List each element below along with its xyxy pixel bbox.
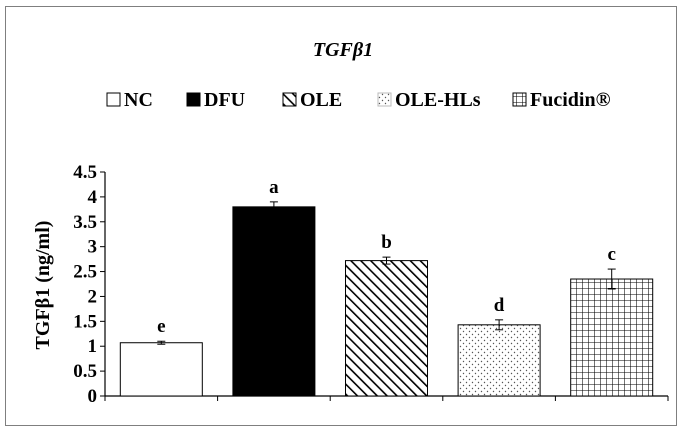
significance-label: a: [269, 177, 279, 198]
legend-swatch: [282, 92, 297, 107]
chart-frame: [5, 6, 677, 426]
significance-label: c: [607, 244, 615, 265]
y-axis-label: TGFβ1 (ng/ml): [32, 221, 54, 350]
y-tick-label: 1.5: [73, 311, 97, 332]
chart-title: TGFβ1: [313, 39, 373, 61]
significance-label: b: [381, 232, 392, 253]
y-tick-label: 0: [88, 386, 98, 407]
legend-label: OLE-HLs: [395, 89, 481, 111]
legend-swatch: [106, 92, 121, 107]
y-tick-label: 0.5: [73, 361, 97, 382]
legend-label: DFU: [204, 89, 245, 111]
bar-dfu: [232, 206, 316, 397]
bar-ole-hls: [457, 324, 541, 397]
significance-label: e: [157, 316, 165, 337]
legend-swatch: [512, 92, 527, 107]
bar-fucidin: [570, 278, 654, 397]
y-tick-label: 4.5: [73, 162, 97, 183]
bars: e a b d c: [119, 177, 654, 397]
significance-label: d: [494, 295, 505, 316]
legend-swatch: [377, 92, 392, 107]
legend-label: Fucidin®: [530, 89, 611, 111]
y-tick-label: 3.5: [73, 212, 97, 233]
bar-nc: [119, 342, 203, 397]
bar-ole: [345, 260, 428, 397]
y-tick-label: 3: [88, 237, 98, 258]
legend-label: NC: [124, 89, 153, 111]
y-tick-label: 2.5: [73, 262, 97, 283]
legend-swatch: [186, 92, 201, 107]
y-tick-label: 4: [88, 187, 98, 208]
legend-label: OLE: [300, 89, 342, 111]
y-tick-label: 1: [88, 336, 98, 357]
legend: NC DFU OLE OLE-HLs Fucidin®: [106, 89, 611, 111]
y-tick-label: 2: [88, 286, 98, 307]
